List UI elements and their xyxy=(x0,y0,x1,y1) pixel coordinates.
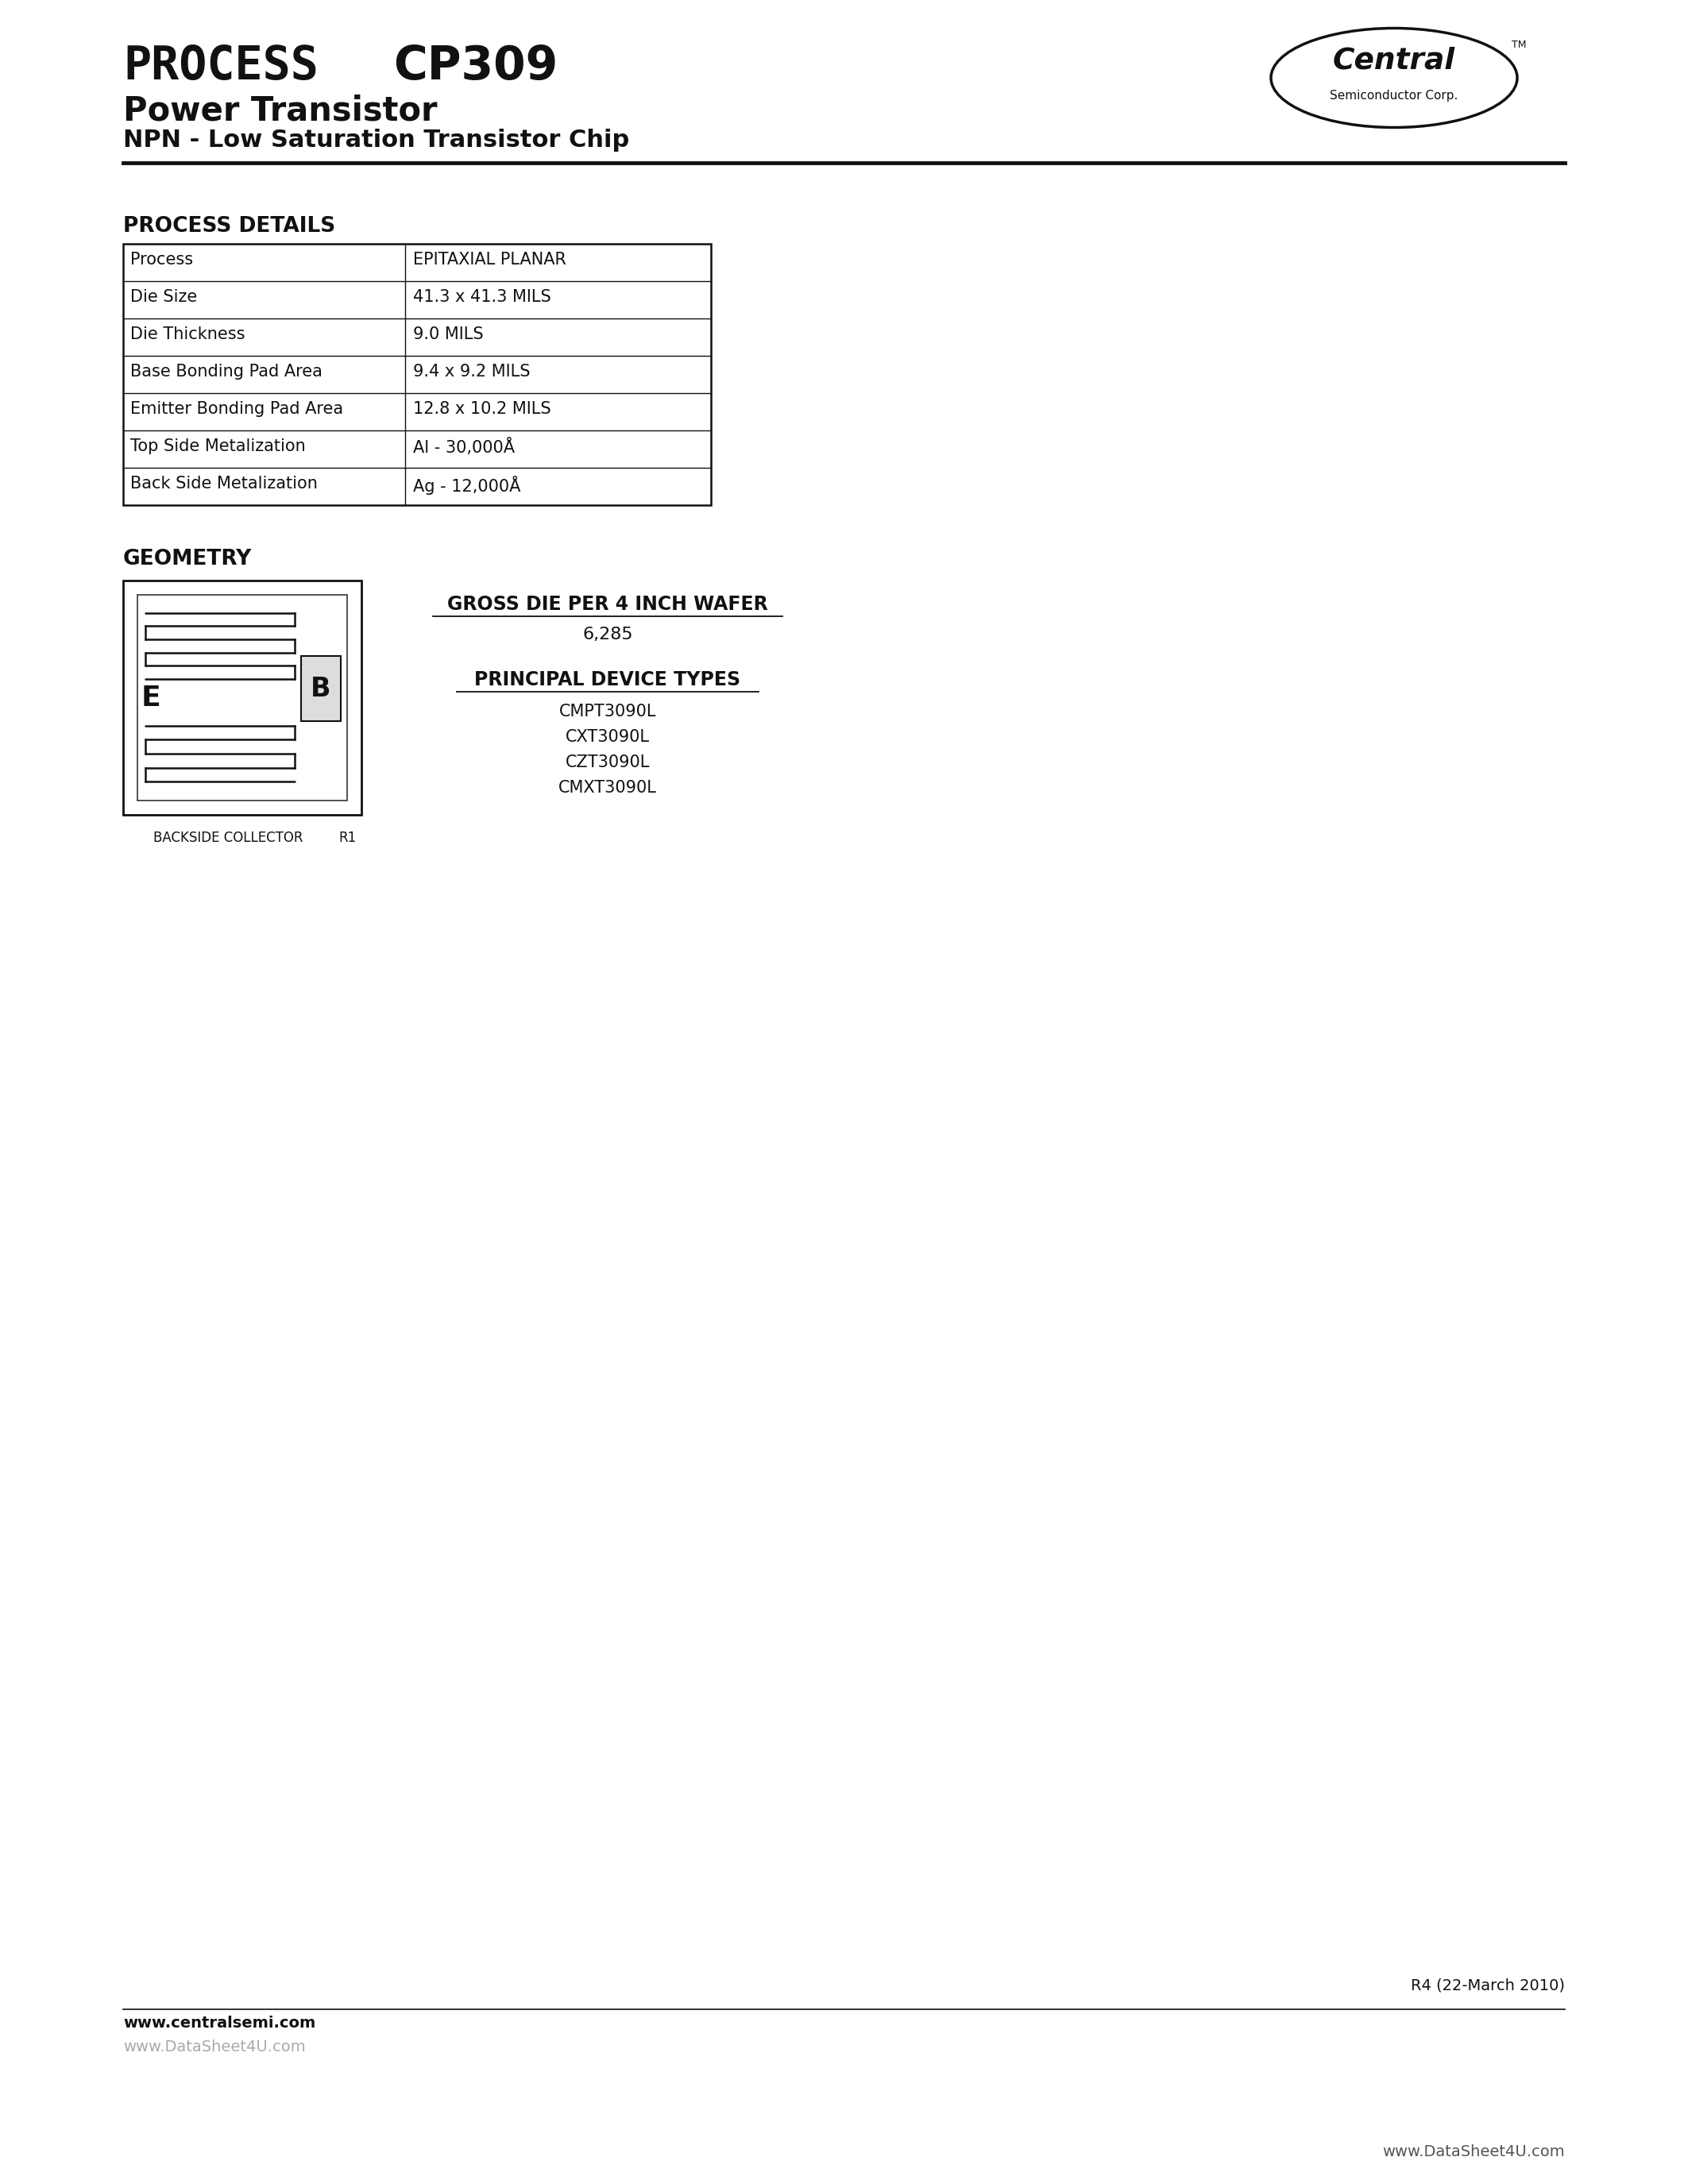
Text: Top Side Metalization: Top Side Metalization xyxy=(130,439,306,454)
Text: Semiconductor Corp.: Semiconductor Corp. xyxy=(1330,90,1458,100)
Bar xyxy=(123,245,711,505)
Text: Power Transistor: Power Transistor xyxy=(123,94,437,127)
Text: CMPT3090L: CMPT3090L xyxy=(559,703,657,719)
Bar xyxy=(300,655,341,721)
Text: EPITAXIAL PLANAR: EPITAXIAL PLANAR xyxy=(414,251,565,269)
Text: TM: TM xyxy=(1512,39,1526,50)
Ellipse shape xyxy=(1271,28,1518,127)
Text: Die Size: Die Size xyxy=(130,288,197,306)
Text: Process: Process xyxy=(130,251,192,269)
Text: PROCESS DETAILS: PROCESS DETAILS xyxy=(123,216,336,236)
Text: NPN - Low Saturation Transistor Chip: NPN - Low Saturation Transistor Chip xyxy=(123,129,630,151)
Text: CZT3090L: CZT3090L xyxy=(565,753,650,771)
Text: GEOMETRY: GEOMETRY xyxy=(123,548,252,570)
Text: 41.3 x 41.3 MILS: 41.3 x 41.3 MILS xyxy=(414,288,550,306)
Text: CP309: CP309 xyxy=(393,44,557,90)
Text: www.DataSheet4U.com: www.DataSheet4U.com xyxy=(1382,2145,1565,2160)
Text: R1: R1 xyxy=(339,830,356,845)
Text: Ag - 12,000Å: Ag - 12,000Å xyxy=(414,476,520,496)
Bar xyxy=(137,594,348,802)
Text: Base Bonding Pad Area: Base Bonding Pad Area xyxy=(130,365,322,380)
Text: PROCESS: PROCESS xyxy=(123,44,319,90)
Text: Back Side Metalization: Back Side Metalization xyxy=(130,476,317,491)
Bar xyxy=(123,581,361,815)
Text: www.centralsemi.com: www.centralsemi.com xyxy=(123,2016,316,2031)
Text: B: B xyxy=(311,675,331,701)
Text: www.DataSheet4U.com: www.DataSheet4U.com xyxy=(123,2040,306,2055)
Text: CMXT3090L: CMXT3090L xyxy=(559,780,657,795)
Text: PRINCIPAL DEVICE TYPES: PRINCIPAL DEVICE TYPES xyxy=(474,670,741,690)
Text: Emitter Bonding Pad Area: Emitter Bonding Pad Area xyxy=(130,402,343,417)
Text: Al - 30,000Å: Al - 30,000Å xyxy=(414,439,515,456)
Text: R4 (22-March 2010): R4 (22-March 2010) xyxy=(1411,1977,1565,1992)
Text: BACKSIDE COLLECTOR: BACKSIDE COLLECTOR xyxy=(154,830,302,845)
Text: Central: Central xyxy=(1334,46,1455,74)
Text: 9.4 x 9.2 MILS: 9.4 x 9.2 MILS xyxy=(414,365,530,380)
Text: E: E xyxy=(142,684,160,712)
Text: 9.0 MILS: 9.0 MILS xyxy=(414,325,483,343)
Text: 6,285: 6,285 xyxy=(582,627,633,642)
Text: GROSS DIE PER 4 INCH WAFER: GROSS DIE PER 4 INCH WAFER xyxy=(447,594,768,614)
Text: Die Thickness: Die Thickness xyxy=(130,325,245,343)
Text: CXT3090L: CXT3090L xyxy=(565,729,650,745)
Text: 12.8 x 10.2 MILS: 12.8 x 10.2 MILS xyxy=(414,402,550,417)
